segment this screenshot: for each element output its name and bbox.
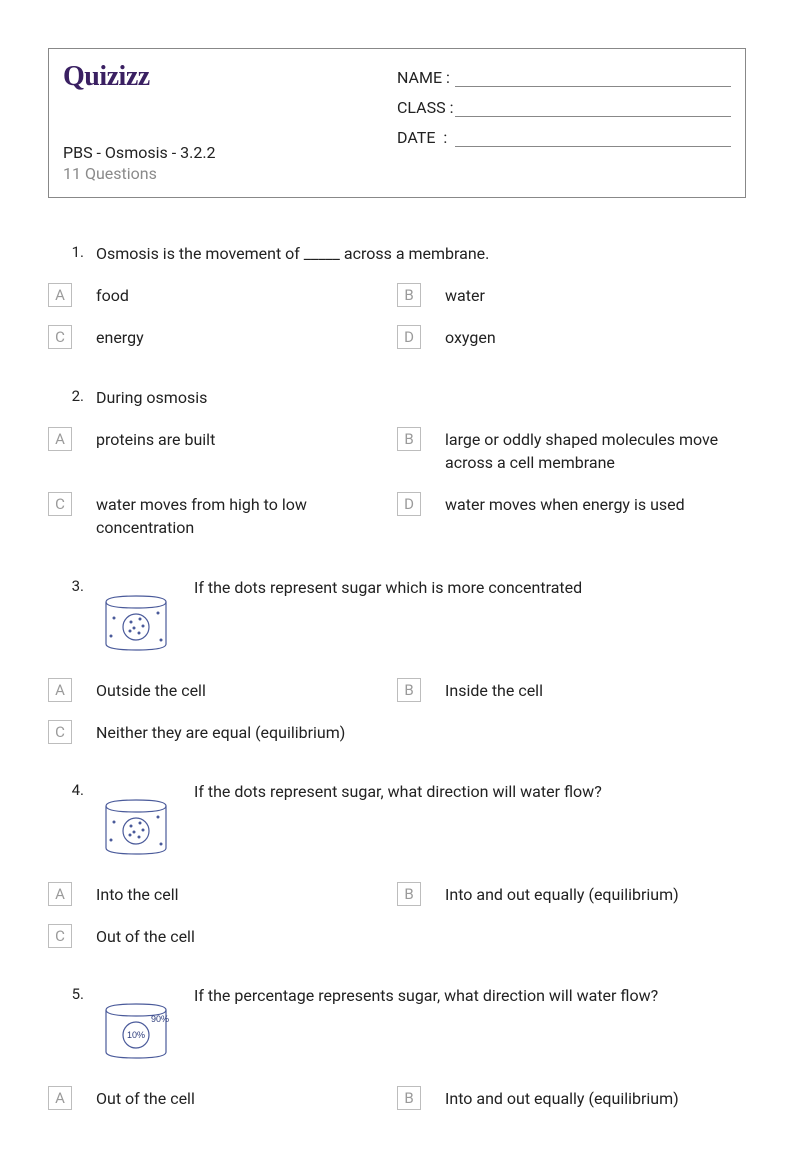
option[interactable]: B Inside the cell [397, 678, 746, 702]
option-text: water moves from high to low concentrati… [96, 492, 385, 539]
question-text: During osmosis [96, 386, 746, 409]
option[interactable]: Afood [48, 283, 397, 307]
question-text: If the dots represent sugar which is mor… [194, 576, 746, 599]
option-letter: B [397, 882, 421, 906]
option[interactable]: Doxygen [397, 325, 746, 349]
option[interactable]: Cwater moves from high to low concentrat… [48, 492, 397, 539]
student-fields: NAME : CLASS : DATE : [397, 61, 731, 183]
question: 2.During osmosisAproteins are builtBlarg… [48, 386, 746, 558]
field-label: NAME : [397, 68, 455, 87]
option[interactable]: B Into and out equally (equilibrium) [397, 1086, 746, 1110]
options: A Out of the cell B Into and out equally (e… [48, 1086, 746, 1128]
question-image [96, 578, 176, 660]
options: A Into the cell B Into and out equally (equ… [48, 882, 746, 966]
question: 1.Osmosis is the movement of _____ acros… [48, 242, 746, 368]
question-image: 90% 10% [96, 986, 176, 1068]
question-number: 2. [48, 386, 96, 405]
option-letter: C [48, 924, 72, 948]
option[interactable]: A Outside the cell [48, 678, 397, 702]
option-letter: A [48, 283, 72, 307]
option-text: food [96, 283, 129, 307]
svg-text:90%: 90% [151, 1014, 169, 1024]
cell-diagram-icon [96, 578, 176, 656]
option[interactable]: A Into the cell [48, 882, 397, 906]
question-number: 1. [48, 242, 96, 261]
options: AfoodBwaterCenergyDoxygen [48, 283, 746, 367]
svg-text:10%: 10% [127, 1030, 145, 1040]
option-letter: C [48, 492, 72, 516]
option-letter: C [48, 325, 72, 349]
cell-diagram-icon: 90% 10% [96, 986, 176, 1064]
option-text: Out of the cell [96, 924, 195, 948]
option-text: Into and out equally (equilibrium) [445, 882, 679, 906]
option-letter: A [48, 678, 72, 702]
option-letter: C [48, 720, 72, 744]
field-row: NAME : [397, 67, 731, 87]
option[interactable]: Bwater [397, 283, 746, 307]
field-row: CLASS : [397, 97, 731, 117]
options: Aproteins are builtBlarge or oddly shape… [48, 427, 746, 558]
question-number: 4. [48, 780, 96, 799]
option-letter: A [48, 1086, 72, 1110]
option-text: proteins are built [96, 427, 215, 451]
question: 5. 90% 10% If the percentage represents sug… [48, 984, 746, 1128]
option-text: large or oddly shaped molecules move acr… [445, 427, 734, 474]
option[interactable]: A Out of the cell [48, 1086, 397, 1110]
option-letter: D [397, 325, 421, 349]
option-letter: B [397, 427, 421, 451]
field-input-line[interactable] [455, 127, 731, 147]
field-input-line[interactable] [455, 97, 731, 117]
option-letter: A [48, 427, 72, 451]
option-text: water moves when energy is used [445, 492, 685, 516]
question-number: 5. [48, 984, 96, 1003]
quiz-title: PBS - Osmosis - 3.2.2 [63, 143, 397, 162]
option-letter: D [397, 492, 421, 516]
option-text: oxygen [445, 325, 496, 349]
option-text: Outside the cell [96, 678, 206, 702]
cell-diagram-icon [96, 782, 176, 860]
option[interactable]: C Out of the cell [48, 924, 397, 948]
option-text: Into and out equally (equilibrium) [445, 1086, 679, 1110]
option-letter: B [397, 283, 421, 307]
option-text: Out of the cell [96, 1086, 195, 1110]
option[interactable]: Dwater moves when energy is used [397, 492, 746, 539]
option[interactable]: Aproteins are built [48, 427, 397, 474]
quizizz-logo: Quizizz [63, 61, 397, 93]
option-text: energy [96, 325, 144, 349]
option-text: Neither they are equal (equilibrium) [96, 720, 345, 744]
question: 4. If the dots represent sugar, what dire… [48, 780, 746, 966]
option-letter: B [397, 1086, 421, 1110]
options: A Outside the cell B Inside the cell C Neithe… [48, 678, 746, 762]
worksheet-header: Quizizz PBS - Osmosis - 3.2.2 11 Questio… [48, 48, 746, 198]
question-count: 11 Questions [63, 164, 397, 183]
question: 3. If the dots represent sugar which is m… [48, 576, 746, 762]
field-label: DATE : [397, 128, 455, 147]
option-text: Inside the cell [445, 678, 543, 702]
option[interactable]: B Into and out equally (equilibrium) [397, 882, 746, 906]
option-text: Into the cell [96, 882, 179, 906]
question-text: If the percentage represents sugar, what… [194, 984, 746, 1007]
question-image [96, 782, 176, 864]
field-label: CLASS : [397, 98, 455, 117]
question-text: Osmosis is the movement of _____ across … [96, 242, 746, 265]
option-text: water [445, 283, 485, 307]
option[interactable]: C Neither they are equal (equilibrium) [48, 720, 397, 744]
field-input-line[interactable] [455, 67, 731, 87]
option[interactable]: Blarge or oddly shaped molecules move ac… [397, 427, 746, 474]
option-letter: A [48, 882, 72, 906]
question-number: 3. [48, 576, 96, 595]
questions-list: 1.Osmosis is the movement of _____ acros… [48, 242, 746, 1128]
option-letter: B [397, 678, 421, 702]
question-text: If the dots represent sugar, what direct… [194, 780, 746, 803]
option[interactable]: Cenergy [48, 325, 397, 349]
field-row: DATE : [397, 127, 731, 147]
